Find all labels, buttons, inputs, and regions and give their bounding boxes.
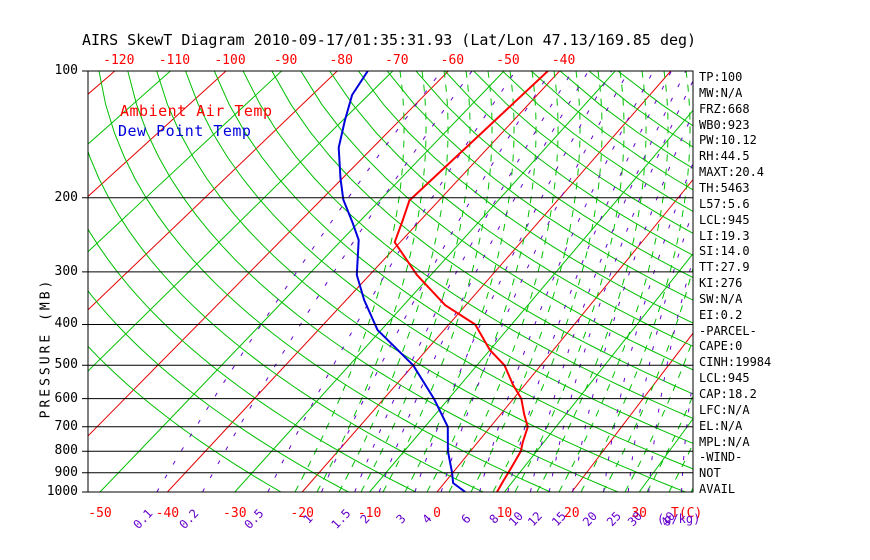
sounding-parameter: FRZ:668 [699,101,750,116]
pressure-tick-label: 200 [54,189,78,205]
top-temp-tick-label: -40 [551,53,576,68]
pressure-tick-label: 100 [54,63,78,78]
sounding-parameter: KI:276 [699,276,743,291]
sounding-parameter: CAPE:0 [699,339,743,354]
sounding-parameter: NOT [699,466,721,481]
pressure-tick-label: 800 [54,443,78,459]
sounding-parameter: LFC:N/A [699,402,750,417]
bottom-temp-tick-label: -30 [223,506,247,521]
top-temp-tick-label: -50 [496,53,520,68]
pressure-axis-label: PRESSURE (MB) [38,277,54,419]
top-temp-tick-label: -80 [329,53,353,68]
sounding-parameter: TT:27.9 [699,260,750,275]
sounding-parameter: LI:19.3 [699,228,750,243]
top-temp-tick-label: -110 [158,53,191,68]
bottom-temp-tick-label: -20 [290,506,314,521]
chart-title: AIRS SkewT Diagram 2010-09-17/01:35:31.9… [82,31,697,49]
bottom-temp-tick-label: 10 [496,506,513,521]
sounding-parameter: RH:44.5 [699,149,750,164]
sounding-parameter: SW:N/A [699,291,743,306]
temp-unit-label: T(C) [671,506,703,521]
bottom-temp-tick-label: -10 [357,506,382,521]
sounding-parameter: LCL:945 [699,371,750,386]
sounding-parameter: EL:N/A [699,418,743,433]
sounding-parameter: MAXT:20.4 [699,165,765,180]
bottom-temp-tick-label: 20 [563,506,580,521]
top-temp-tick-label: -120 [103,53,135,68]
pressure-tick-label: 1000 [46,484,78,499]
pressure-tick-label: 900 [54,464,78,480]
pressure-tick-label: 600 [54,390,78,406]
sounding-parameter: CINH:19984 [699,355,772,370]
sounding-parameter: CAP:18.2 [699,387,757,401]
bottom-temp-tick-label: -50 [88,506,112,521]
sounding-parameter: MW:N/A [699,85,743,100]
sounding-parameter: L57:5.6 [699,196,750,211]
pressure-tick-label: 300 [54,263,78,279]
skewt-grid [88,71,693,492]
top-temp-tick-label: -70 [385,53,409,68]
legend-ambient-air-temp: Ambient Air Temp [120,102,273,120]
legend-dew-point-temp: Dew Point Temp [118,122,252,140]
sounding-parameter: WB0:923 [699,117,750,132]
sounding-parameter: AVAIL [699,482,736,497]
pressure-tick-label: 400 [54,316,78,332]
sounding-parameter: MPL:N/A [699,434,750,449]
sounding-parameter: SI:14.0 [699,244,750,259]
ambient-air-temp-line [393,71,549,492]
top-temp-tick-label: -60 [440,53,465,68]
sounding-parameter: LCL:945 [699,212,750,227]
top-temp-tick-label: -100 [214,53,246,68]
pressure-tick-label: 700 [54,418,78,434]
pressure-tick-label: 500 [54,357,78,373]
mixing-ratio-unit-label: (g/kg) [657,512,701,526]
sounding-parameter: EI:0.2 [699,307,743,322]
dew-point-temp-line [337,71,466,492]
sounding-parameter: TP:100 [699,70,743,84]
sounding-parameter: PW:10.12 [699,133,757,148]
top-temp-tick-label: -90 [273,53,298,68]
sounding-parameter: -WIND- [699,450,743,465]
sounding-parameter: -PARCEL- [699,323,757,338]
bottom-temp-tick-label: -40 [155,506,180,521]
sounding-parameter: TH:5463 [699,180,750,195]
bottom-temp-tick-label: 0 [433,506,441,521]
bottom-temp-tick-label: 30 [631,506,648,521]
